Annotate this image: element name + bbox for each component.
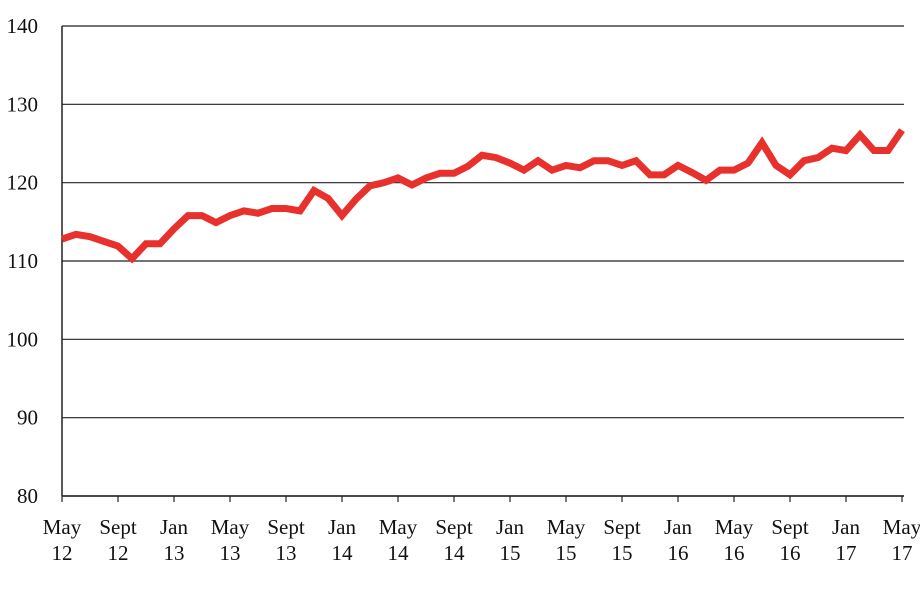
- y-tick-label: 130: [7, 92, 39, 116]
- x-tick-label-line: May: [715, 515, 754, 539]
- x-tick-label: May 12: [43, 515, 82, 565]
- x-tick-label-line: May: [211, 515, 250, 539]
- x-tick-label-line: 14: [388, 541, 410, 565]
- x-tick-label-line: 16: [780, 541, 801, 565]
- y-tick-label: 100: [7, 327, 39, 351]
- x-tick-label-line: Jan: [496, 515, 524, 539]
- x-tick-label: May 15: [547, 515, 586, 565]
- x-tick-label-line: Jan: [160, 515, 188, 539]
- x-tick-label-line: 13: [220, 541, 241, 565]
- y-tick-label: 90: [17, 406, 38, 430]
- x-tick-label: Jan 17: [832, 515, 860, 565]
- x-tick-label-line: Sept: [99, 515, 137, 539]
- x-tick-label-line: 13: [276, 541, 297, 565]
- y-tick-label: 110: [7, 249, 38, 273]
- x-tick-label-line: May: [379, 515, 418, 539]
- x-tick-label-line: 15: [500, 541, 521, 565]
- x-tick-label-line: 15: [612, 541, 633, 565]
- x-tick-label-line: 12: [52, 541, 73, 565]
- x-tick-label: Jan 15: [496, 515, 524, 565]
- x-tick-label-line: Sept: [267, 515, 305, 539]
- x-tick-label-line: Sept: [435, 515, 473, 539]
- x-tick-label-line: 16: [724, 541, 745, 565]
- x-tick-label: Sept 16: [771, 515, 809, 565]
- x-tick-label: May 16: [715, 515, 754, 565]
- y-tick-label: 80: [17, 484, 38, 508]
- x-tick-label: Sept 14: [435, 515, 473, 565]
- x-tick-label: Jan 13: [160, 515, 188, 565]
- x-tick-label: May 13: [211, 515, 250, 565]
- x-tick-label: Sept 12: [99, 515, 137, 565]
- x-tick-label: Sept 13: [267, 515, 305, 565]
- x-tick-label-line: May: [43, 515, 82, 539]
- x-tick-label-line: Jan: [328, 515, 356, 539]
- x-tick-label-line: 14: [444, 541, 466, 565]
- data-line: [60, 128, 905, 264]
- x-tick-label-line: 14: [332, 541, 354, 565]
- x-tick-label-line: 13: [164, 541, 185, 565]
- x-tick-label-line: 17: [892, 541, 913, 565]
- y-tick-label: 140: [7, 14, 39, 38]
- x-tick-label-line: 12: [108, 541, 129, 565]
- x-tick-label-line: 15: [556, 541, 577, 565]
- x-tick-label-line: Jan: [664, 515, 692, 539]
- x-tick-label-line: Sept: [603, 515, 641, 539]
- x-tick-label: May 17: [883, 515, 920, 565]
- x-tick-label: Jan 16: [664, 515, 692, 565]
- x-tick-label: Jan 14: [328, 515, 356, 565]
- x-tick-label-line: 16: [668, 541, 689, 565]
- x-tick-label-line: May: [883, 515, 920, 539]
- x-tick-label-line: 17: [836, 541, 857, 565]
- x-tick-label-line: May: [547, 515, 586, 539]
- x-tick-label-line: Sept: [771, 515, 809, 539]
- x-tick-label-line: Jan: [832, 515, 860, 539]
- y-tick-label: 120: [7, 171, 39, 195]
- x-tick-label: Sept 15: [603, 515, 641, 565]
- x-tick-label: May 14: [379, 515, 418, 565]
